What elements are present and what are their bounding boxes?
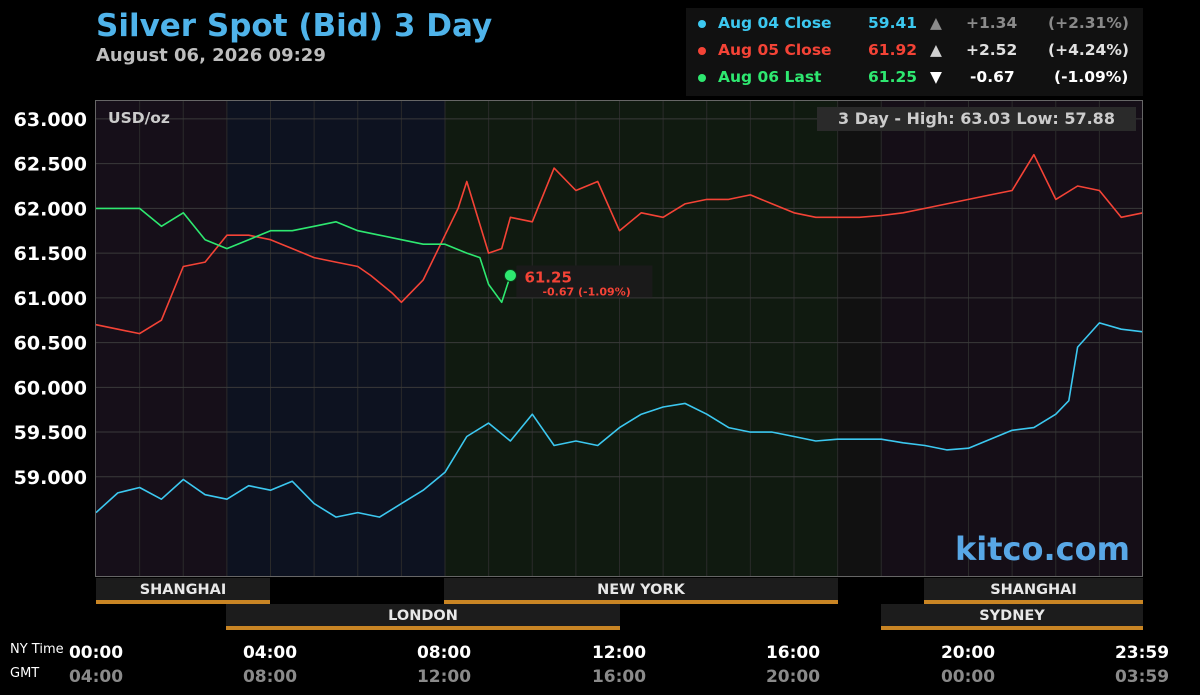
brand-watermark: kitco.com (955, 530, 1130, 568)
y-tick-label: 59.500 (14, 422, 87, 444)
x-tick-gmt: 00:00 (940, 667, 996, 687)
legend-value: 59.41 (868, 14, 918, 32)
legend-dot (698, 74, 706, 82)
legend-dot (698, 47, 706, 55)
session-band (445, 101, 838, 577)
x-tick-ny: 12:00 (591, 643, 647, 663)
legend-row-aug06: Aug 06 Last 61.25 ▼ -0.67 (-1.09%) (686, 66, 1143, 90)
y-tick-label: 59.000 (14, 467, 87, 489)
y-tick-label: 60.500 (14, 333, 87, 355)
callout-change: -0.67 (-1.09%) (542, 285, 630, 298)
session-band (226, 101, 445, 577)
legend-row-aug05: Aug 05 Close 61.92 ▲ +2.52 (+4.24%) (686, 39, 1143, 63)
y-tick-label: 61.000 (14, 288, 87, 310)
callout-value: 61.25 (524, 268, 571, 286)
high-low-readout: 3 Day - High: 63.03 Low: 57.88 (817, 107, 1136, 131)
x-tick-gmt: 04:00 (68, 667, 124, 687)
x-tick-ny: 00:00 (68, 643, 124, 663)
series-line (96, 207, 512, 304)
y-tick-label: 62.500 (14, 154, 87, 176)
y-tick-label: 62.000 (14, 198, 87, 220)
ny-time-label: NY Time (10, 642, 64, 657)
chart-title: Silver Spot (Bid) 3 Day (96, 8, 493, 44)
legend-pct: (+2.31%) (1048, 14, 1129, 32)
y-tick-label: 61.500 (14, 243, 87, 265)
market-shanghai: SHANGHAI (924, 578, 1143, 604)
legend-change: +1.34 (966, 14, 1018, 32)
x-tick-ny: 23:59 (1114, 643, 1170, 663)
x-tick-gmt: 16:00 (591, 667, 647, 687)
legend-value: 61.25 (868, 68, 918, 86)
market-london: LONDON (226, 604, 620, 630)
up-arrow-icon: ▲ (930, 14, 942, 32)
legend-label: Aug 05 Close (718, 41, 832, 59)
legend-label: Aug 06 Last (718, 68, 822, 86)
x-tick-gmt: 03:59 (1114, 667, 1170, 687)
market-shanghai: SHANGHAI (96, 578, 270, 604)
series-line (95, 322, 1144, 518)
legend: Aug 04 Close 59.41 ▲ +1.34 (+2.31%) Aug … (686, 8, 1143, 96)
x-tick-ny: 20:00 (940, 643, 996, 663)
chart-timestamp: August 06, 2026 09:29 (96, 45, 326, 66)
x-tick-ny: 08:00 (416, 643, 472, 663)
up-arrow-icon: ▲ (930, 41, 942, 59)
market-new-york: NEW YORK (444, 578, 838, 604)
last-value-marker (503, 268, 517, 282)
legend-change: -0.67 (970, 68, 1015, 86)
y-tick-label: 63.000 (14, 109, 87, 131)
y-tick-label: 60.000 (14, 377, 87, 399)
series-line (95, 153, 1144, 335)
unit-label: USD/oz (108, 109, 170, 127)
session-band (837, 101, 882, 577)
market-sydney: SYDNEY (881, 604, 1143, 630)
legend-row-aug04: Aug 04 Close 59.41 ▲ +1.34 (+2.31%) (686, 12, 1143, 36)
x-tick-gmt: 12:00 (416, 667, 472, 687)
callout-box (516, 265, 653, 298)
x-tick-gmt: 20:00 (765, 667, 821, 687)
chart-plot: 63.000 62.500 62.000 61.500 61.000 60.500 60.0… (14, 100, 1144, 577)
x-tick-ny: 04:00 (242, 643, 298, 663)
x-tick-gmt: 08:00 (242, 667, 298, 687)
legend-change: +2.52 (966, 41, 1018, 59)
legend-pct: (-1.09%) (1054, 68, 1129, 86)
x-tick-ny: 16:00 (765, 643, 821, 663)
gmt-label: GMT (10, 666, 40, 681)
legend-pct: (+4.24%) (1048, 41, 1129, 59)
legend-value: 61.92 (868, 41, 918, 59)
legend-dot (698, 20, 706, 28)
legend-label: Aug 04 Close (718, 14, 832, 32)
down-arrow-icon: ▼ (930, 68, 942, 86)
session-band (96, 101, 227, 577)
